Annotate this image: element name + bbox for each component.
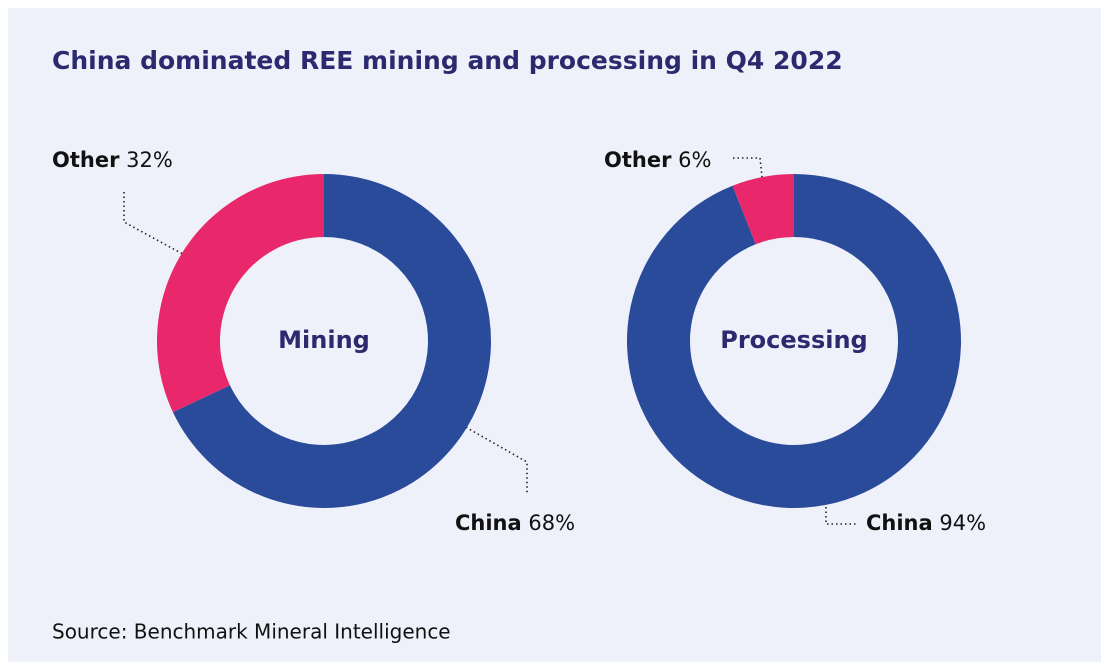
- value-label: 68%: [528, 511, 575, 535]
- donut-segment: [172, 174, 492, 508]
- leader-line: [733, 157, 764, 187]
- leader-line: [825, 498, 856, 525]
- segment-label: China 94%: [866, 511, 986, 535]
- donut-segment: [732, 174, 794, 245]
- chart-title: China dominated REE mining and processin…: [52, 46, 843, 75]
- source: Source: Benchmark Mineral Intelligence: [52, 620, 451, 644]
- category-name: China: [455, 511, 522, 535]
- donut-center-label: Processing: [720, 326, 867, 354]
- value-label: 32%: [126, 148, 173, 172]
- category-name: Other: [52, 148, 120, 172]
- segment-label: Other 32%: [52, 148, 173, 172]
- value-label: 94%: [939, 511, 986, 535]
- donut-center-label: Mining: [278, 326, 370, 354]
- donut-segment: [626, 174, 961, 509]
- donut-segment: [156, 174, 324, 413]
- segment-label: Other 6%: [604, 148, 711, 172]
- category-name: China: [866, 511, 933, 535]
- leader-line: [123, 192, 191, 259]
- category-name: Other: [604, 148, 672, 172]
- value-label: 6%: [678, 148, 711, 172]
- segment-label: China 68%: [455, 511, 575, 535]
